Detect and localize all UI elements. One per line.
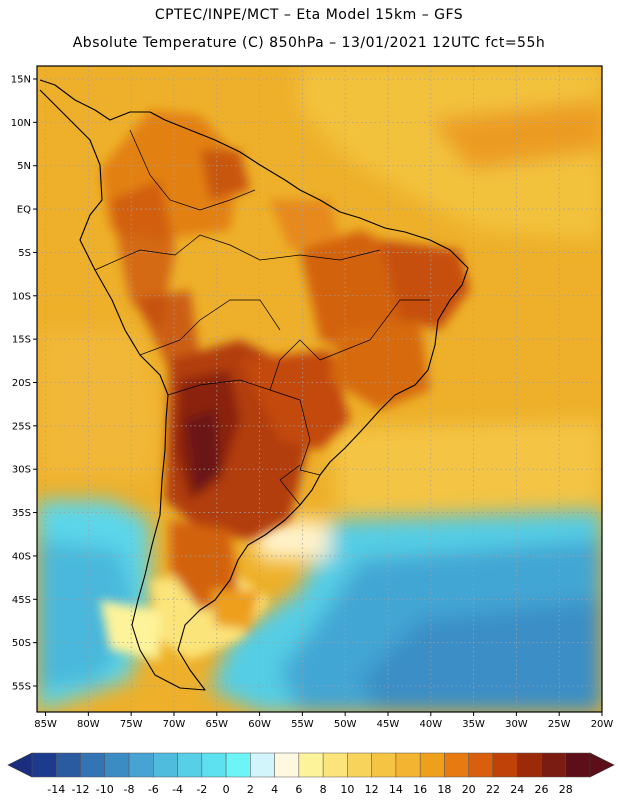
colorbar-swatch <box>225 752 251 778</box>
colorbar-label: 12 <box>365 783 379 796</box>
lat-label: 10N <box>11 118 31 129</box>
lat-label: 30S <box>12 465 31 476</box>
lat-label: 10S <box>12 291 31 302</box>
colorbar-swatch <box>347 752 372 778</box>
lon-label: 30W <box>505 719 528 730</box>
colorbar-swatch <box>298 752 324 778</box>
colorbar-swatch <box>56 752 81 778</box>
colorbar-swatch <box>468 752 494 778</box>
colorbar-swatch <box>419 752 445 778</box>
colorbar-label: 10 <box>340 783 354 796</box>
colorbar-label: 18 <box>437 783 451 796</box>
colorbar-label: -6 <box>148 783 159 796</box>
lon-label: 60W <box>248 719 271 730</box>
colorbar-label: 4 <box>271 783 278 796</box>
colorbar-label: 8 <box>320 783 327 796</box>
lon-label: 50W <box>334 719 357 730</box>
lat-label: 55S <box>12 681 31 692</box>
lon-label: 75W <box>120 719 143 730</box>
colorbar-swatch <box>201 752 227 778</box>
colorbar-swatch <box>541 752 566 778</box>
colorbar-swatch <box>492 752 518 778</box>
colorbar-label: 16 <box>413 783 427 796</box>
colorbar-label: 26 <box>534 783 548 796</box>
colorbar-label: -14 <box>47 783 65 796</box>
colorbar-label: 6 <box>295 783 302 796</box>
colorbar-swatch <box>444 752 469 778</box>
lon-label: 85W <box>34 719 57 730</box>
colorbar-label: -2 <box>196 783 207 796</box>
lat-label: 15N <box>11 75 31 86</box>
colorbar-swatch <box>104 752 130 778</box>
lat-label: 20S <box>12 378 31 389</box>
lon-label: 40W <box>419 719 442 730</box>
colorbar: -14 -12 -10 -8 -6 -4 -2 0 2 4 6 8 10 12 14 16 18 20 22 24 26… <box>7 752 615 796</box>
colorbar-swatch <box>177 752 203 778</box>
colorbar-swatch <box>371 752 397 778</box>
lat-label: 5S <box>18 248 31 259</box>
colorbar-swatch <box>395 752 421 778</box>
lon-label: 80W <box>77 719 100 730</box>
colorbar-label: 14 <box>389 783 403 796</box>
lat-label: 45S <box>12 595 31 606</box>
colorbar-swatch <box>31 752 57 778</box>
colorbar-label: -4 <box>172 783 183 796</box>
latitude-axis: 15N 10N 5N EQ 5S 10S 15S 20S 25S 30S 35S 40S 45S 50S 5… <box>11 75 37 692</box>
colorbar-swatch <box>153 752 178 778</box>
lat-label: 50S <box>12 638 31 649</box>
map-frame <box>36 65 603 713</box>
colorbar-swatch <box>516 752 542 778</box>
temperature-field <box>37 66 602 712</box>
lat-label: 40S <box>12 551 31 562</box>
colorbar-swatch <box>128 752 154 778</box>
colorbar-label: -8 <box>124 783 135 796</box>
lat-label: 25S <box>12 421 31 432</box>
lon-label: 70W <box>163 719 186 730</box>
lon-label: 55W <box>291 719 314 730</box>
lon-label: 25W <box>548 719 571 730</box>
lon-label: 65W <box>205 719 228 730</box>
longitude-axis: 85W 80W 75W 70W 65W 60W 55W 50W 45W 40W 35W 30W 25W 2… <box>34 712 613 730</box>
colorbar-swatch <box>565 752 591 778</box>
colorbar-label: -12 <box>72 783 90 796</box>
map-title: CPTEC/INPE/MCT – Eta Model 15km – GFS <box>154 7 464 23</box>
colorbar-label: 22 <box>486 783 500 796</box>
lat-label: 35S <box>12 508 31 519</box>
colorbar-swatch <box>274 752 300 778</box>
lat-label: 15S <box>12 335 31 346</box>
map-subtitle: Absolute Temperature (C) 850hPa – 13/01/… <box>72 35 546 51</box>
lat-label: EQ <box>17 205 31 216</box>
country-borders <box>94 129 430 506</box>
lon-label: 35W <box>462 719 485 730</box>
lon-label: 20W <box>591 719 614 730</box>
colorbar-label: 2 <box>247 783 254 796</box>
colorbar-under-arrow <box>7 752 33 778</box>
colorbar-swatch <box>80 752 106 778</box>
colorbar-label: 20 <box>462 783 476 796</box>
lat-label: 5N <box>17 161 31 172</box>
lon-label: 45W <box>377 719 400 730</box>
colorbar-label: 28 <box>559 783 573 796</box>
colorbar-over-arrow <box>589 752 615 778</box>
colorbar-label: 24 <box>510 783 524 796</box>
colorbar-label: 0 <box>223 783 230 796</box>
colorbar-label: -10 <box>96 783 114 796</box>
colorbar-swatch <box>322 752 348 778</box>
colorbar-swatch <box>250 752 275 778</box>
